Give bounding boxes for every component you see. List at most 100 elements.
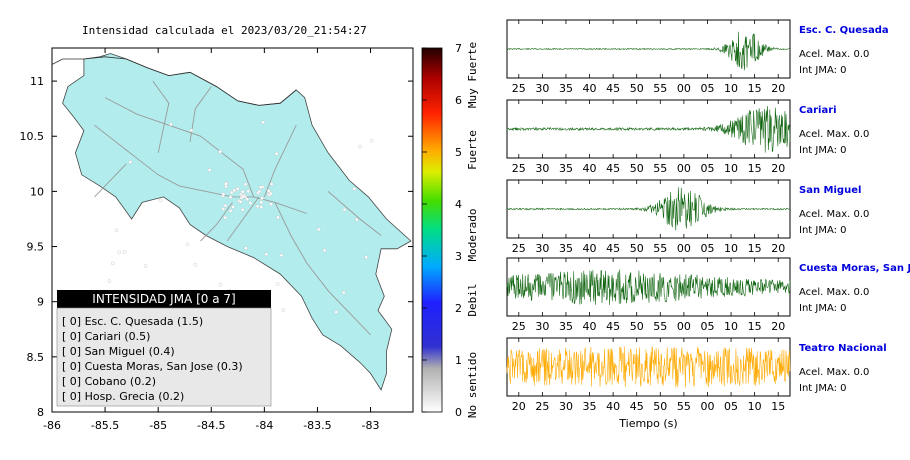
station-dot: [261, 120, 265, 125]
time-tick-label: 45: [630, 400, 644, 413]
station-dot: [352, 187, 357, 191]
road-9: [152, 80, 170, 153]
time-tick-label: 35: [559, 162, 573, 175]
time-tick-label: 15: [748, 82, 762, 95]
jma-intensity-label: Int JMA: 0: [799, 145, 847, 156]
legend-body: [56, 307, 272, 407]
station-dot: [279, 253, 284, 257]
station-dot: [193, 262, 198, 267]
station-dot: [260, 196, 264, 200]
time-tick-label: 25: [512, 242, 526, 255]
station-dot: [143, 264, 148, 268]
seismogram-frame: [506, 257, 791, 317]
station-name-label: Cuesta Moras, San Jose: [799, 263, 910, 274]
station-dot: [223, 215, 228, 220]
jma-intensity-label: Int JMA: 0: [799, 383, 847, 394]
time-tick-label: 40: [583, 82, 597, 95]
station-dot: [275, 282, 280, 286]
waveform-trace: [506, 346, 791, 388]
waveform-trace: [506, 187, 791, 231]
road-5: [94, 163, 127, 198]
colorbar-level-label: Moderado: [466, 209, 479, 262]
accel-max-label: Acel. Max. 0.0: [799, 49, 869, 60]
lat-tick-label: 10.5: [20, 130, 45, 143]
station-dot: [241, 194, 245, 199]
map-plot: -86 -85.5 -85 -84.5 -84 -83.5 -83 11 10.5 10 9.5 9 8…: [20, 47, 414, 432]
time-tick-label: 40: [606, 400, 620, 413]
waveform-trace: [506, 31, 791, 71]
station-name-label: Cariari: [799, 105, 837, 116]
jma-intensity-label: Int JMA: 0: [799, 303, 847, 314]
station-dot: [258, 185, 263, 189]
seismogram-panel: 20 25 30 35 40 45 50 55 00 05 10 15 Teatro Nacional A…: [506, 337, 887, 413]
legend-header-bg: [57, 290, 271, 308]
station-dot: [342, 207, 347, 212]
time-tick-label: 00: [677, 162, 691, 175]
waveform-trace: [506, 269, 791, 306]
time-tick-label: 10: [724, 320, 738, 333]
time-tick-label: 10: [724, 162, 738, 175]
time-tick-label: 55: [677, 400, 691, 413]
jma-intensity-label: Int JMA: 0: [799, 65, 847, 76]
lon-tick-label: -86: [43, 419, 61, 432]
time-tick-label: 55: [653, 320, 667, 333]
station-dot: [189, 128, 194, 133]
lon-tick-label: -85: [149, 419, 167, 432]
time-tick-label: 20: [771, 162, 785, 175]
seismogram-panel: 25 30 35 40 45 50 55 00 05 10 15 20 Cuesta Moras, Sa…: [506, 257, 910, 333]
time-tick-label: 00: [700, 400, 714, 413]
time-tick-label: 40: [583, 162, 597, 175]
lon-tick-label: -84.5: [197, 419, 225, 432]
station-dot: [218, 282, 223, 287]
time-tick-label: 45: [606, 242, 620, 255]
station-dot: [358, 144, 362, 149]
legend-title: INTENSIDAD JMA [0 a 7]: [92, 292, 235, 306]
station-dot: [243, 182, 248, 187]
station-dot: [257, 189, 262, 194]
colorbar-level-label: Muy Fuerte: [466, 42, 479, 108]
time-tick-label: 45: [606, 320, 620, 333]
time-tick-label: 20: [512, 400, 526, 413]
station-dot: [221, 192, 226, 196]
station-dot: [158, 198, 163, 203]
time-tick-label: 00: [677, 82, 691, 95]
station-dot: [107, 279, 112, 283]
seismogram-panel: 25 30 35 40 45 50 55 00 05 10 15 20 Cariari Acel. Max…: [506, 99, 869, 175]
road-0: [94, 124, 307, 214]
time-tick-label: 55: [653, 82, 667, 95]
time-tick-label: 00: [677, 320, 691, 333]
station-dot: [114, 228, 119, 233]
station-dot: [117, 250, 121, 255]
station-dot: [240, 208, 245, 212]
time-tick-label: 30: [535, 242, 549, 255]
station-dot: [364, 255, 368, 260]
station-dot: [248, 201, 253, 205]
time-tick-label: 10: [724, 242, 738, 255]
time-tick-label: 15: [748, 242, 762, 255]
road-7: [327, 191, 382, 236]
road-2: [263, 125, 297, 198]
time-tick-label: 55: [653, 242, 667, 255]
lat-tick-label: 11: [30, 75, 44, 88]
station-dot: [207, 168, 212, 172]
colorbar-tick-label: 2: [455, 302, 462, 315]
colorbar-level-label: Debil: [466, 283, 479, 316]
station-dot: [322, 248, 327, 253]
station-name-label: San Miguel: [799, 185, 861, 196]
station-dot: [269, 182, 274, 186]
station-dot: [221, 207, 226, 211]
colorbar-tick-label: 6: [455, 94, 462, 107]
accel-max-label: Acel. Max. 0.0: [799, 129, 869, 140]
time-tick-label: 35: [583, 400, 597, 413]
time-tick-label: 45: [606, 82, 620, 95]
station-dot: [224, 182, 228, 186]
time-tick-label: 25: [512, 162, 526, 175]
time-tick-label: 15: [771, 400, 785, 413]
time-tick-label: 05: [700, 320, 714, 333]
station-dot: [229, 190, 234, 195]
time-tick-label: 20: [771, 242, 785, 255]
accel-max-label: Acel. Max. 0.0: [799, 367, 869, 378]
station-dot: [122, 250, 127, 254]
time-tick-label: 35: [559, 320, 573, 333]
